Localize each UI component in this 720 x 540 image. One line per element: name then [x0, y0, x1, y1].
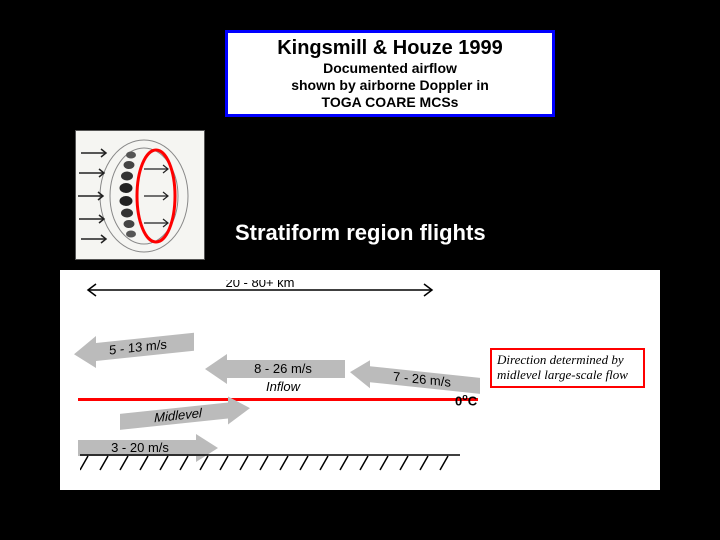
upper-outflow-label: 5 - 13 m/s: [109, 337, 167, 358]
horizontal-extent-span: 20 - 80+ km: [80, 280, 440, 300]
low-level-label: 3 - 20 m/s: [111, 440, 169, 455]
right-inflow-label: 7 - 26 m/s: [393, 369, 451, 390]
inflow-arrow: 8 - 26 m/s Inflow: [205, 352, 345, 394]
inflow-speed-label: 8 - 26 m/s: [254, 361, 312, 376]
zero-degree-isotherm: [78, 398, 478, 401]
citation-title: Kingsmill & Houze 1999: [236, 37, 544, 60]
citation-line-1: Documented airflow: [236, 60, 544, 77]
inflow-sublabel: Inflow: [266, 379, 302, 394]
mcs-schematic-thumbnail: [75, 130, 205, 260]
midlevel-label: Midlevel: [154, 405, 203, 425]
surface-hatching: [80, 454, 460, 472]
mcs-schematic-svg: [76, 131, 206, 261]
direction-note-box: Direction determined by midlevel large-s…: [490, 348, 645, 388]
header-citation-box: Kingsmill & Houze 1999 Documented airflo…: [225, 30, 555, 117]
direction-note-text: Direction determined by midlevel large-s…: [497, 352, 628, 382]
stratiform-airflow-diagram: 20 - 80+ km 5 - 13 m/s 8 - 26 m/s Inflow…: [60, 270, 660, 490]
citation-line-2: shown by airborne Doppler in: [236, 77, 544, 94]
zero-degree-label: 0oC: [455, 392, 477, 408]
section-label: Stratiform region flights: [235, 220, 486, 246]
upper-outflow-arrow: 5 - 13 m/s: [74, 324, 194, 373]
citation-line-3: TOGA COARE MCSs: [236, 94, 544, 111]
extent-label: 20 - 80+ km: [225, 280, 294, 290]
